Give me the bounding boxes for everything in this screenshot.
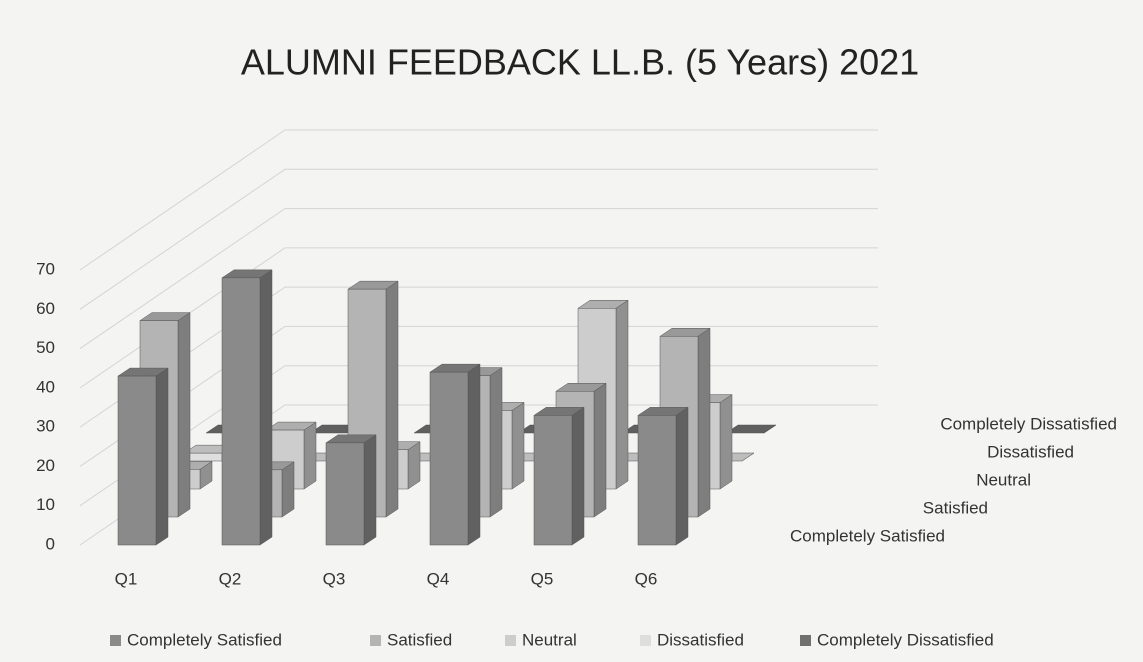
bar [533,415,573,546]
legend-label: Completely Dissatisfied [817,630,994,649]
x-tick-label: Q5 [531,569,554,588]
bar-side [571,406,585,546]
y-tick-label: 0 [46,534,55,553]
x-tick-label: Q3 [323,569,346,588]
legend-label: Completely Satisfied [127,630,282,649]
series-axis-label: Completely Satisfied [790,526,945,545]
grid-line [79,129,878,271]
bar-side [385,280,399,518]
y-tick-label: 50 [36,338,55,357]
legend-swatch [800,635,811,646]
bar-side [259,269,273,546]
x-tick-label: Q6 [635,569,658,588]
legend-swatch [640,635,651,646]
bar-side [155,367,169,546]
legend-swatch [505,635,516,646]
bar [221,277,261,546]
legend-label: Satisfied [387,630,452,649]
legend-swatch [370,635,381,646]
bar-side [593,382,607,518]
series-axis-label: Dissatisfied [987,442,1074,461]
y-tick-label: 60 [36,299,55,318]
bar-side [719,394,733,490]
legend-swatch [110,635,121,646]
y-tick-label: 40 [36,377,55,396]
bar-side [697,327,711,518]
bar-side [675,406,689,546]
bar-side [511,401,525,490]
grid-line [79,208,878,349]
x-tick-label: Q1 [115,569,138,588]
series-axis-label: Neutral [976,470,1031,489]
bar [117,375,157,546]
x-tick-label: Q2 [219,569,242,588]
bar-side [303,421,317,490]
bar [637,415,677,546]
bar-top [725,424,777,434]
grid-line [79,168,878,310]
bar-side [489,367,503,518]
bar-side [281,461,295,518]
legend-label: Dissatisfied [657,630,744,649]
chart-title: ALUMNI FEEDBACK LL.B. (5 Years) 2021 [241,42,919,83]
bar-side [467,363,481,546]
y-tick-label: 30 [36,417,55,436]
legend-label: Neutral [522,630,577,649]
y-tick-label: 10 [36,495,55,514]
bar-side [177,312,191,518]
y-tick-label: 70 [36,259,55,278]
series-axis-label: Satisfied [923,498,988,517]
x-tick-label: Q4 [427,569,450,588]
series-axis-label: Completely Dissatisfied [940,414,1117,433]
bar [325,442,365,546]
bar-side [363,434,377,546]
bar [429,371,469,546]
y-tick-label: 20 [36,456,55,475]
bar-side [615,299,629,490]
